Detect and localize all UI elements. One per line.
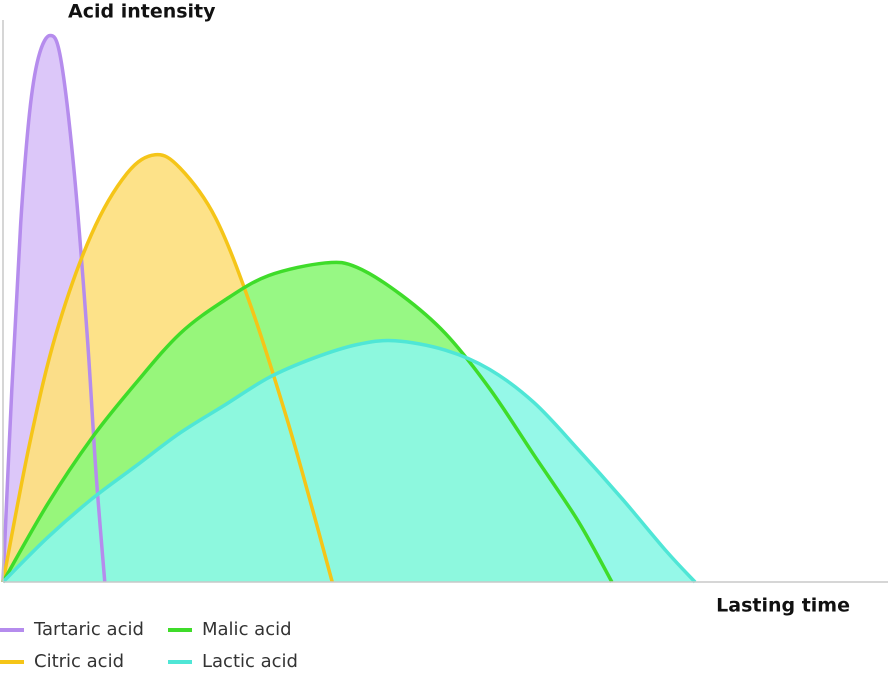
legend-label: Lactic acid — [202, 651, 298, 672]
area-line — [1, 338, 697, 584]
y-axis-title: Acid intensity — [68, 1, 216, 23]
legend-label: Tartaric acid — [33, 619, 144, 640]
area-fill — [3, 340, 696, 582]
area-lines — [1, 33, 697, 584]
area-line — [1, 152, 334, 583]
legend: Tartaric acid Citric acid Malic acid Lactic… — [0, 619, 298, 672]
area-line — [1, 260, 614, 583]
area-line — [1, 33, 107, 583]
x-axis-title: Lasting time — [716, 595, 850, 617]
area-fills — [3, 35, 696, 582]
legend-label: Malic acid — [202, 619, 292, 640]
legend-label: Citric acid — [34, 651, 124, 672]
